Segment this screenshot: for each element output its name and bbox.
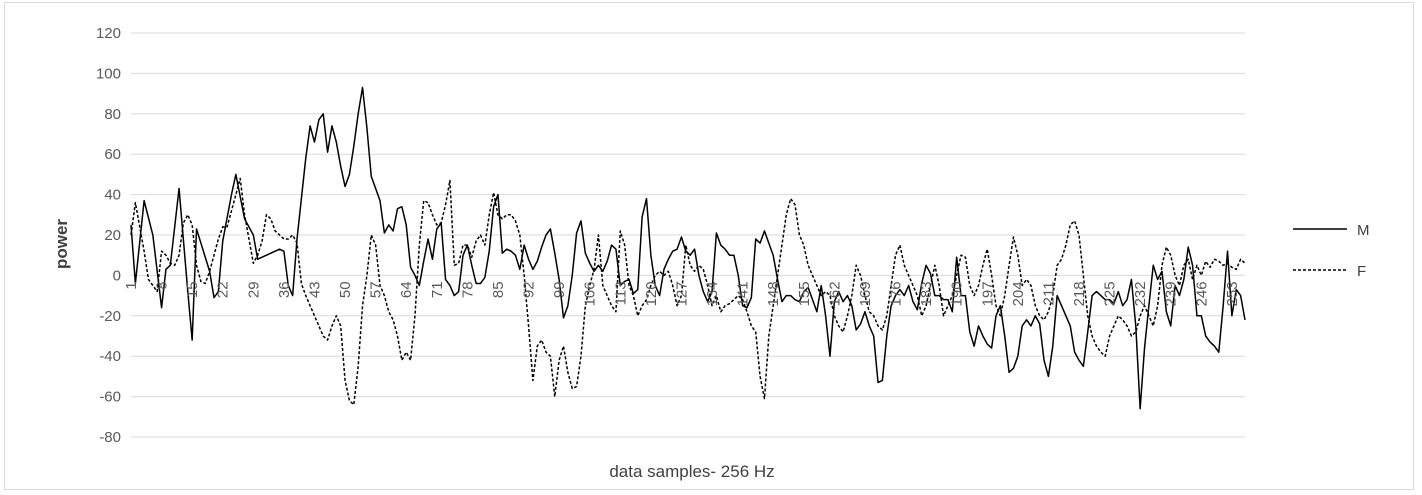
line-chart: 120 100 80 60 40 20 0 -20 -40 -60 -80 1 8 15 22 29 36 43… [52,25,1370,481]
y-tick-label: 20 [104,227,121,244]
y-tick-label: 120 [96,25,121,42]
y-tick-label: 0 [113,267,121,284]
series-line-M [130,86,1246,410]
x-tick-label: 1 [123,281,140,289]
x-tick-label: 29 [245,281,262,298]
y-axis-ticks: 120 100 80 60 40 20 0 -20 -40 -60 -80 [96,25,121,446]
x-tick-label: 92 [521,281,538,298]
y-tick-label: -60 [99,389,121,406]
x-tick-label: 225 [1102,281,1119,306]
legend: MF [1293,222,1370,280]
x-tick-label: 162 [826,281,843,306]
x-tick-label: 239 [1163,281,1180,306]
x-tick-label: 8 [154,281,171,289]
x-tick-label: 50 [337,281,354,298]
x-tick-label: 99 [551,281,568,298]
x-tick-label: 204 [1010,281,1027,306]
x-tick-label: 176 [888,281,905,306]
y-axis-title: power [52,219,71,269]
x-tick-label: 36 [276,281,293,298]
chart-frame: 120 100 80 60 40 20 0 -20 -40 -60 -80 1 8 15 22 29 36 43… [4,2,1414,490]
x-tick-label: 57 [368,281,385,298]
x-tick-label: 127 [673,281,690,306]
x-tick-label: 141 [735,281,752,306]
x-tick-label: 253 [1224,281,1241,306]
x-tick-label: 211 [1040,281,1057,305]
x-tick-label: 134 [704,281,721,306]
x-tick-label: 78 [459,281,476,298]
x-tick-label: 190 [949,281,966,306]
x-tick-label: 246 [1193,281,1210,306]
x-tick-label: 148 [765,281,782,306]
x-tick-label: 232 [1132,281,1149,306]
x-axis-ticks: 1 8 15 22 29 36 43 50 57 64 71 78 85 92 99 106 113 120 127… [123,281,1241,306]
series-line-F [130,177,1246,406]
x-tick-label: 85 [490,281,507,298]
x-tick-label: 43 [306,281,323,298]
x-tick-label: 155 [796,281,813,306]
series-lines [130,86,1246,410]
x-tick-label: 183 [918,281,935,306]
y-tick-label: -20 [99,308,121,325]
x-tick-label: 169 [857,281,874,306]
y-tick-label: -40 [99,348,121,365]
y-tick-label: 80 [104,106,121,123]
x-tick-label: 106 [582,281,599,306]
x-tick-label: 64 [398,281,415,298]
x-tick-label: 197 [979,281,996,306]
y-tick-label: 100 [96,65,121,82]
legend-label-F: F [1357,263,1366,280]
x-axis-title: data samples- 256 Hz [609,462,774,481]
x-tick-label: 15 [184,281,201,298]
x-tick-label: 113 [612,281,629,305]
y-tick-label: 60 [104,146,121,163]
y-tick-label: -80 [99,429,121,446]
x-tick-label: 22 [215,281,232,298]
legend-label-M: M [1357,222,1370,239]
x-tick-label: 218 [1071,281,1088,306]
x-tick-label: 71 [429,281,446,298]
y-tick-label: 40 [104,187,121,204]
x-tick-label: 120 [643,281,660,306]
gridlines [131,32,1245,438]
